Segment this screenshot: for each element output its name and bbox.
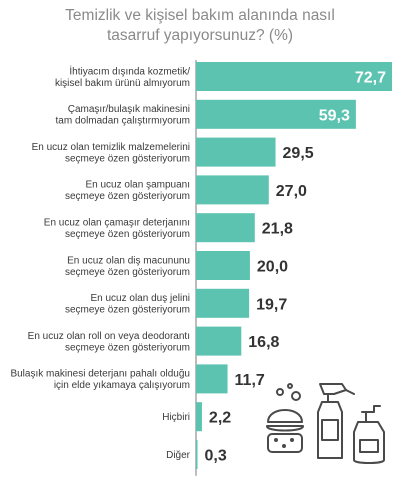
bar-3 (196, 137, 276, 167)
sponge-icon (265, 383, 305, 453)
bar-1 (196, 62, 392, 91)
category-label-2: Çamaşır/bulaşık makinesini tam dolmadan ç… (56, 104, 191, 127)
category-label-5: En ucuz olan çamaşır deterjanını seçmeye … (44, 217, 190, 240)
value-label-9: 11,7 (235, 372, 265, 389)
cleaning-products-illustration (265, 383, 385, 464)
value-label-6: 20,0 (257, 259, 288, 276)
bar-11 (196, 440, 198, 469)
bar-9 (196, 364, 228, 394)
category-label-9: Bulaşık makinesi deterjanı pahalı olduğu… (10, 369, 190, 392)
chart-title-line-1: Temizlik ve kişisel bakım alanında nasıl (65, 7, 335, 24)
bar-8 (196, 326, 242, 356)
chart-title: Temizlik ve kişisel bakım alanında nasıl… (0, 6, 400, 46)
value-label-3: 29,5 (283, 145, 314, 162)
value-label-11: 0,3 (205, 448, 227, 465)
value-label-4: 27,0 (276, 183, 307, 200)
value-label-1: 72,7 (355, 70, 386, 87)
category-label-1: İhtiyacım dışında kozmetik/kişisel bakım… (55, 64, 190, 89)
category-label-8: En ucuz olan roll on veya deodorantı seçm… (28, 331, 190, 354)
pump-bottle-icon (353, 405, 385, 464)
category-label-11: Diğer (166, 450, 191, 461)
bar-2 (196, 99, 356, 129)
bar-5 (196, 213, 255, 243)
value-label-8: 16,8 (248, 334, 279, 351)
value-label-10: 2,2 (209, 410, 231, 427)
category-label-10: Hiçbiri (162, 412, 190, 423)
category-label-4: En ucuz olan şampuanı seçmeye özen göster… (65, 180, 190, 203)
category-label-6: En ucuz olan diş macununu seçmeye özen gö… (65, 255, 190, 278)
chart-title-line-2: tasarruf yapıyorsunuz? (%) (106, 27, 294, 44)
category-label-7: En ucuz olan duş jelini seçmeye özen göst… (65, 293, 190, 316)
spray-bottle-icon (317, 383, 355, 459)
bar-6 (196, 251, 250, 280)
value-label-5: 21,8 (262, 221, 293, 238)
value-label-2: 59,3 (319, 107, 350, 124)
bar-4 (196, 175, 269, 205)
category-label-3: En ucuz olan temizlik malzemelerini seçme… (32, 142, 190, 165)
bar-10 (196, 402, 202, 432)
value-label-7: 19,7 (256, 296, 287, 313)
bar-7 (196, 288, 250, 318)
